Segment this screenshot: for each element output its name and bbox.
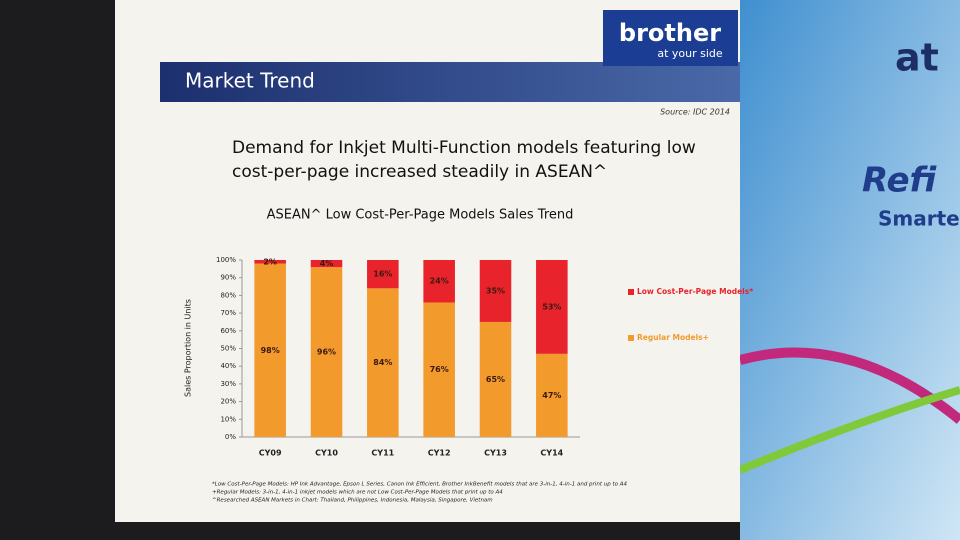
- heading: cost-per-page increased steadily in ASEA…: [232, 162, 607, 182]
- logo: brother: [619, 19, 721, 47]
- legend-swatch: [628, 289, 634, 295]
- value-label: 65%: [486, 375, 505, 384]
- value-label: 84%: [373, 358, 392, 367]
- value-label: 47%: [542, 391, 561, 400]
- bar-segment: [479, 321, 512, 437]
- bar-segment: [536, 353, 568, 437]
- y-tick-label: 30%: [220, 380, 236, 388]
- y-axis-label: Sales Proportion in Units: [184, 299, 193, 397]
- value-label: 96%: [317, 348, 336, 357]
- y-tick-label: 10%: [220, 415, 236, 423]
- bar-segment: [254, 263, 286, 437]
- backdrop-text: Refi: [862, 161, 938, 201]
- title-band: [160, 62, 740, 102]
- footnote: +Regular Models: 3-in-1, 4-in-1 inkjet m…: [212, 490, 503, 496]
- slide-title: Market Trend: [185, 69, 315, 93]
- bar-segment: [423, 260, 455, 303]
- y-tick-label: 50%: [220, 345, 236, 353]
- value-label: 76%: [430, 365, 449, 374]
- x-tick-label: CY10: [315, 449, 338, 458]
- value-label: 4%: [320, 259, 334, 268]
- bar-segment: [536, 260, 568, 354]
- x-tick-label: CY12: [428, 449, 451, 458]
- heading: Demand for Inkjet Multi-Function models …: [232, 138, 696, 158]
- y-tick-label: 90%: [220, 274, 236, 282]
- source: Source: IDC 2014: [660, 108, 730, 117]
- logo-box: [603, 10, 738, 66]
- bar-segment: [310, 267, 343, 437]
- value-label: 53%: [542, 302, 561, 311]
- x-tick-label: CY13: [484, 449, 507, 458]
- x-tick-label: CY11: [371, 449, 394, 458]
- bar-segment: [254, 260, 286, 264]
- legend-label: Regular Models+: [637, 333, 709, 342]
- footnote: *Low Cost-Per-Page Models: HP Ink Advant…: [212, 482, 627, 488]
- value-label: 98%: [261, 346, 280, 355]
- y-tick-label: 100%: [216, 256, 236, 264]
- x-tick-label: CY09: [259, 449, 282, 458]
- value-label: 24%: [430, 277, 449, 286]
- value-label: 2%: [263, 257, 277, 266]
- tagline: at your side: [657, 47, 723, 60]
- y-tick-label: 70%: [220, 309, 236, 317]
- y-tick-label: 20%: [220, 398, 236, 406]
- y-tick-label: 40%: [220, 362, 236, 370]
- backdrop-swoosh: [738, 386, 960, 474]
- bar-segment: [479, 260, 512, 322]
- backdrop-text: Smarte: [878, 207, 960, 231]
- backdrop-text: at: [895, 36, 939, 80]
- legend-label: Low Cost-Per-Page Models*: [637, 287, 753, 296]
- legend-swatch: [628, 335, 634, 341]
- footnote: ^Researched ASEAN Markets in Chart: Thai…: [212, 498, 493, 504]
- backdrop: [740, 0, 960, 540]
- value-label: 16%: [373, 270, 392, 279]
- y-tick-label: 60%: [220, 327, 236, 335]
- y-tick-label: 80%: [220, 291, 236, 299]
- x-tick-label: CY14: [540, 449, 563, 458]
- bar-segment: [423, 302, 455, 437]
- value-label: 35%: [486, 286, 505, 295]
- chart-title: ASEAN^ Low Cost-Per-Page Models Sales Tr…: [267, 208, 574, 223]
- y-tick-label: 0%: [225, 433, 236, 441]
- bar-segment: [367, 260, 399, 289]
- bar-segment: [367, 288, 399, 437]
- bar-segment: [310, 260, 343, 268]
